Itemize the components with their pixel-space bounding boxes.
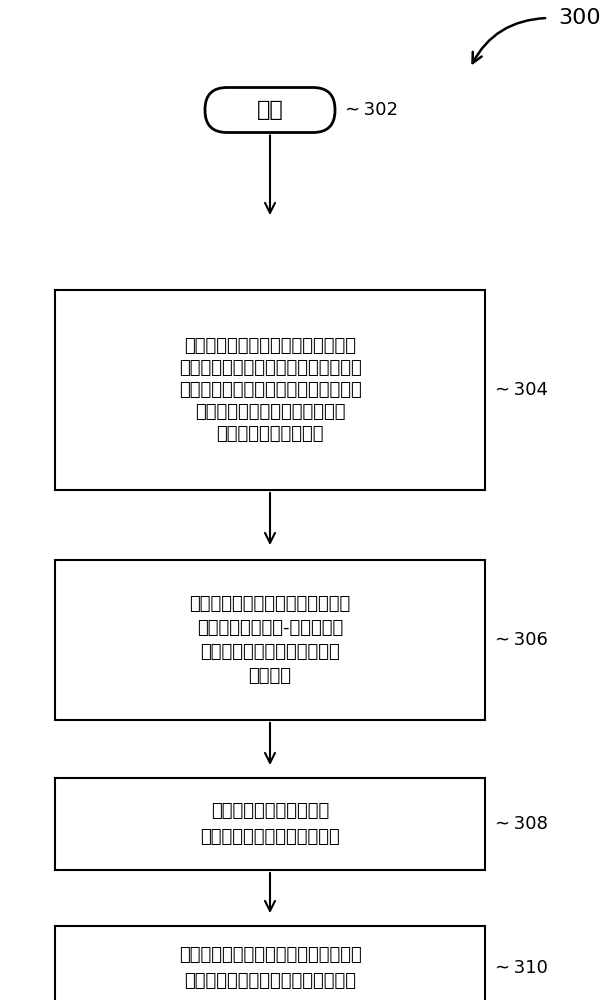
Text: ∼ 306: ∼ 306: [495, 631, 548, 649]
Bar: [55, 926, 485, 1000]
Text: ∼ 304: ∼ 304: [495, 381, 548, 399]
Text: 第一时域信号，并且根据音频接收器所: 第一时域信号，并且根据音频接收器所: [178, 359, 361, 377]
Text: 开始: 开始: [257, 100, 284, 120]
Text: ∼ 302: ∼ 302: [345, 101, 398, 119]
Text: 收到的环境声音来产生第二时域信号，: 收到的环境声音来产生第二时域信号，: [178, 381, 361, 399]
Text: 第二频域信号来产生频率响应: 第二频域信号来产生频率响应: [200, 828, 340, 846]
Text: 根据该频率响应来调整主动式降噪电路: 根据该频率响应来调整主动式降噪电路: [178, 946, 361, 964]
Text: ∼ 310: ∼ 310: [495, 959, 548, 977]
Text: 音频或该声音测试信号: 音频或该声音测试信号: [216, 425, 324, 443]
Text: 分别对该第一时域信号以及该第二: 分别对该第一时域信号以及该第二: [189, 595, 350, 613]
Text: 以取得第一频域信号以及第二: 以取得第一频域信号以及第二: [200, 643, 340, 661]
Text: 频域信号: 频域信号: [248, 667, 291, 685]
Bar: [55, 778, 485, 870]
FancyBboxPatch shape: [205, 88, 335, 132]
Bar: [55, 290, 485, 490]
Text: 时域信号进行时域-频域转换，: 时域信号进行时域-频域转换，: [197, 619, 343, 637]
Text: 其中该环境声音是对应于该待播: 其中该环境声音是对应于该待播: [195, 403, 345, 421]
Text: 的主动式降噪系数，以优化降噪效果: 的主动式降噪系数，以优化降噪效果: [184, 972, 356, 990]
Text: 300: 300: [558, 8, 600, 28]
Text: 根据待播音频或声音测试信号来产生: 根据待播音频或声音测试信号来产生: [184, 337, 356, 355]
Text: 根据该第一频域信号与该: 根据该第一频域信号与该: [211, 802, 329, 820]
Bar: [55, 560, 485, 720]
Text: ∼ 308: ∼ 308: [495, 815, 548, 833]
